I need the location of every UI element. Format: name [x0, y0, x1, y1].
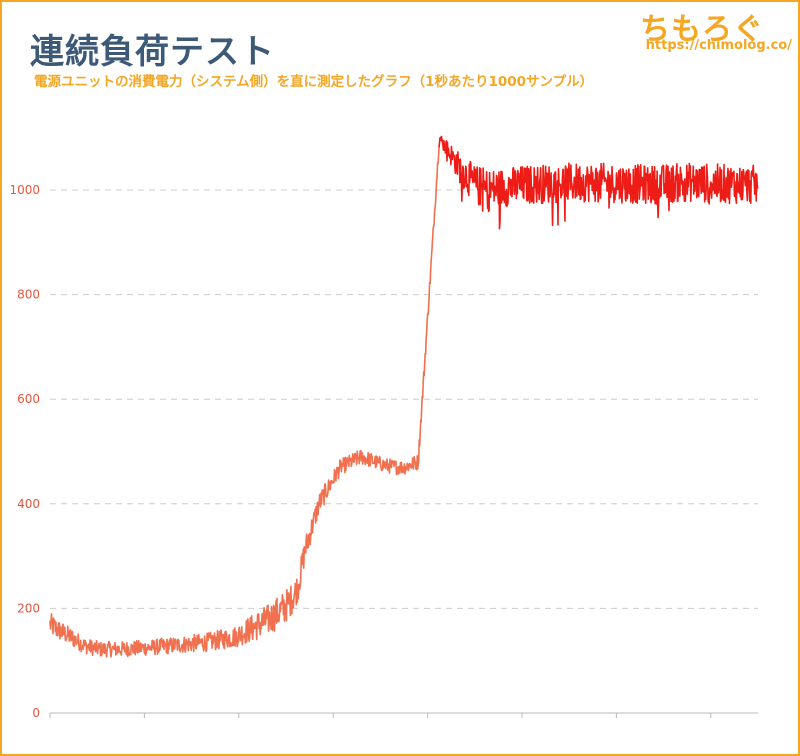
axis-layer — [49, 712, 758, 718]
grid-layer — [50, 189, 758, 609]
y-tick-label-800: 800 — [17, 288, 40, 302]
y-tick-label-1000: 1000 — [9, 183, 40, 197]
line-layer — [49, 135, 759, 658]
chart-subtitle: 電源ユニットの消費電力（システム側）を直に測定したグラフ（1秒あたり1000サン… — [34, 74, 594, 90]
y-tick-label-0: 0 — [32, 706, 40, 720]
label-layer: 0 200 400 600 800 1000 — [9, 183, 40, 720]
brand-logo: ちもろぐ — [640, 12, 764, 47]
series-line-low-load — [49, 147, 440, 658]
y-tick-label-600: 600 — [17, 392, 40, 406]
series-line-high-load — [438, 135, 759, 230]
chart-title: 連続負荷テスト — [30, 32, 275, 72]
brand-url: https://chimolog.co/ — [645, 38, 792, 53]
y-tick-label-400: 400 — [17, 497, 40, 511]
y-tick-label-200: 200 — [17, 601, 40, 615]
